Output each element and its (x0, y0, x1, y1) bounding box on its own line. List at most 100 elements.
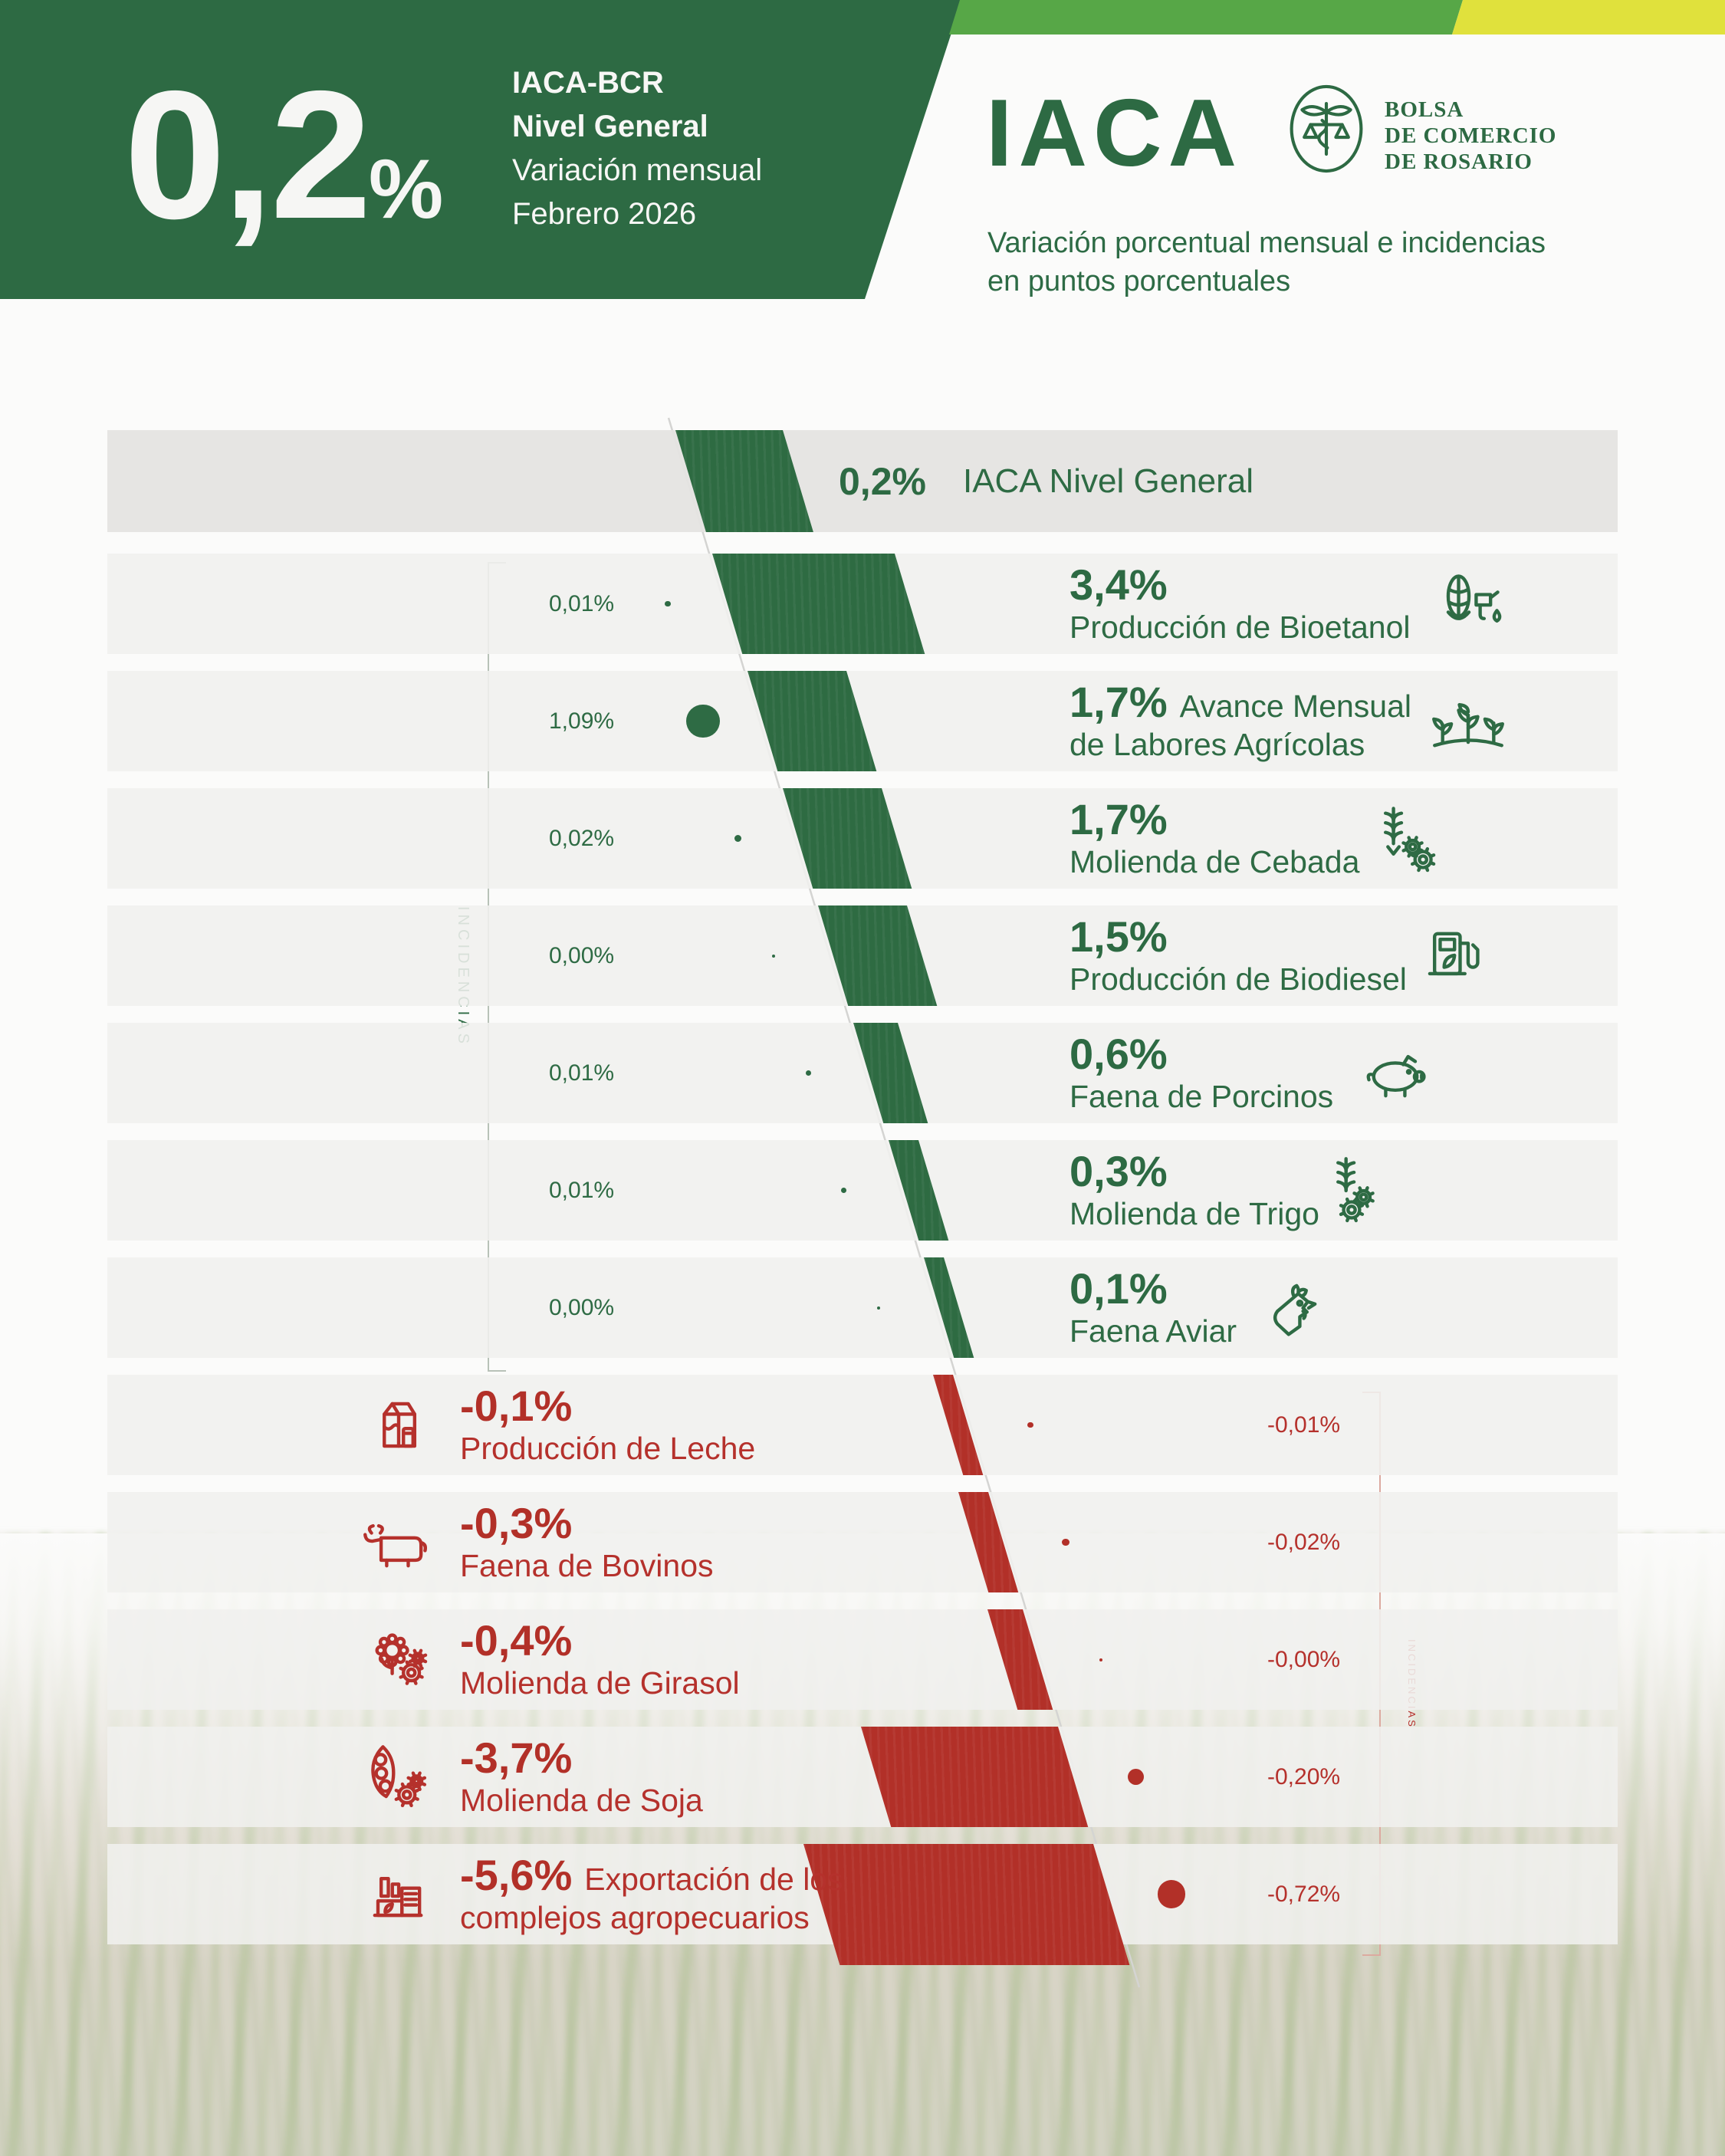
incidence-dot (840, 1187, 847, 1194)
variation-value: 0,3% (1070, 1147, 1168, 1196)
index-level: Nivel General (512, 110, 708, 143)
metric-label: Variación mensual (512, 153, 763, 187)
factory-icon (359, 1856, 435, 1933)
incidence-label: -0,01% (1267, 1412, 1341, 1438)
series-name: Faena de Bovinos (460, 1547, 714, 1583)
series-text-block: -3,7% Molienda de Soja (460, 1727, 703, 1827)
series-name: de Labores Agrícolas (1070, 726, 1365, 762)
series-text-block: -0,1% Producción de Leche (460, 1375, 755, 1475)
series-text-block: 0,3% Molienda de Trigo (1070, 1140, 1319, 1241)
header-title-block: IACA-BCR Nivel General Variación mensual… (512, 61, 762, 236)
series-name: Faena de Porcinos (1070, 1078, 1334, 1114)
variation-value: -0,1% (460, 1382, 573, 1431)
variation-value: 1,5% (1070, 912, 1168, 961)
incidence-dot (771, 954, 775, 958)
bcr-scales-logo-icon (1276, 78, 1377, 179)
rooster-icon (1254, 1270, 1330, 1346)
iaca-logotype: IACA (986, 81, 1244, 186)
incidence-label: 0,01% (549, 590, 615, 616)
chart-row-band (107, 1727, 1618, 1827)
series-name: Molienda de Cebada (1070, 843, 1360, 879)
series-name: Molienda de Trigo (1070, 1195, 1319, 1231)
incidence-dot (1027, 1421, 1034, 1428)
series-name: Producción de Bioetanol (1070, 609, 1411, 645)
subtitle-line: en puntos porcentuales (987, 265, 1291, 297)
chart-row-band (107, 1492, 1618, 1592)
crops-icon (1430, 683, 1506, 760)
variation-value: -0,4% (460, 1616, 573, 1665)
incidence-label: 1,09% (549, 708, 615, 734)
incidence-label: 0,00% (549, 942, 615, 968)
org-line: DE ROSARIO (1385, 150, 1533, 174)
series-name: Producción de Leche (460, 1430, 756, 1466)
sunflower-gear-icon (362, 1622, 439, 1698)
incidence-label: 0,01% (549, 1177, 615, 1203)
series-text-block: 0,6% Faena de Porcinos (1070, 1023, 1333, 1123)
wheat-gears-icon (1314, 1152, 1391, 1229)
chart-row-band (107, 1375, 1618, 1475)
series-name: Molienda de Soja (460, 1782, 703, 1818)
org-line: BOLSA (1385, 97, 1464, 122)
header-green-band (949, 0, 1463, 35)
series-name: complejos agropecuarios (460, 1899, 810, 1935)
series-text-block: -0,4% Molienda de Girasol (460, 1609, 740, 1710)
variation-value: 1,7% (1070, 678, 1168, 727)
incidence-dot (1157, 1880, 1185, 1908)
subtitle-line: Variación porcentual mensual e incidenci… (987, 227, 1546, 259)
chart-row-band (107, 430, 1618, 532)
series-name: Molienda de Girasol (460, 1665, 740, 1701)
pig-icon (1359, 1035, 1435, 1112)
incidence-label: -0,00% (1267, 1646, 1341, 1672)
series-text-block: -0,3% Faena de Bovinos (460, 1492, 714, 1592)
incidence-dot (1062, 1538, 1070, 1546)
series-text-block: 0,1% Faena Aviar (1070, 1257, 1237, 1358)
org-line: DE COMERCIO (1385, 123, 1557, 148)
total-row: 0,2% IACA Nivel General (839, 430, 1254, 532)
incidence-dot (734, 834, 742, 843)
total-variation-value: 0,2% (839, 459, 926, 503)
variation-value: -5,6% (460, 1851, 573, 1900)
percent-sign: % (368, 143, 443, 236)
header-yellow-band (1452, 0, 1725, 35)
incidence-label: 0,02% (549, 825, 615, 851)
headline-value: 0,2% (124, 64, 443, 247)
incidence-dot (1099, 1658, 1103, 1661)
variation-value: -0,3% (460, 1499, 573, 1548)
variation-value: -3,7% (460, 1734, 573, 1783)
variation-value: 0,1% (1070, 1264, 1168, 1313)
soy-gears-icon (354, 1739, 431, 1816)
incidence-dot (877, 1306, 881, 1310)
incidence-dot (805, 1070, 812, 1076)
series-text-block: 3,4% Producción de Bioetanol (1070, 554, 1410, 654)
incidence-dot (1128, 1769, 1145, 1785)
wheat-arrow-gear-icon (1363, 800, 1440, 877)
series-text-block: 1,7% Avance Mensual de Labores Agrícolas (1070, 671, 1411, 771)
value-bar (712, 554, 925, 654)
org-name-block: BOLSA DE COMERCIO DE ROSARIO (1385, 97, 1556, 175)
biodiesel-pump-icon (1412, 918, 1489, 994)
series-text-block: 1,5% Producción de Biodiesel (1070, 905, 1407, 1006)
chart-row-band (107, 1609, 1618, 1710)
incidence-label: 0,01% (549, 1060, 615, 1086)
chart-row-band (107, 1140, 1618, 1241)
series-text-block: -5,6% Exportación de los complejos agropec… (460, 1844, 843, 1944)
variation-value: 3,4% (1070, 560, 1168, 610)
milk-icon (360, 1387, 437, 1464)
corn-fuel-icon (1430, 566, 1506, 643)
incidence-label: 0,00% (549, 1294, 615, 1320)
value-bar (861, 1727, 1089, 1827)
value-bar (803, 1844, 1130, 1965)
cow-icon (360, 1504, 437, 1581)
index-name: IACA-BCR (512, 66, 664, 100)
header-dark-panel (0, 0, 962, 299)
variation-value: 1,7% (1070, 795, 1168, 844)
period-label: Febrero 2026 (512, 197, 697, 231)
headline-number: 0,2 (124, 54, 372, 257)
series-name: Faena Aviar (1070, 1313, 1237, 1349)
incidence-label: -0,72% (1267, 1881, 1341, 1907)
series-name: Avance Mensual (1179, 689, 1412, 725)
variation-value: 0,6% (1070, 1030, 1168, 1079)
series-name: Producción de Biodiesel (1070, 961, 1407, 997)
